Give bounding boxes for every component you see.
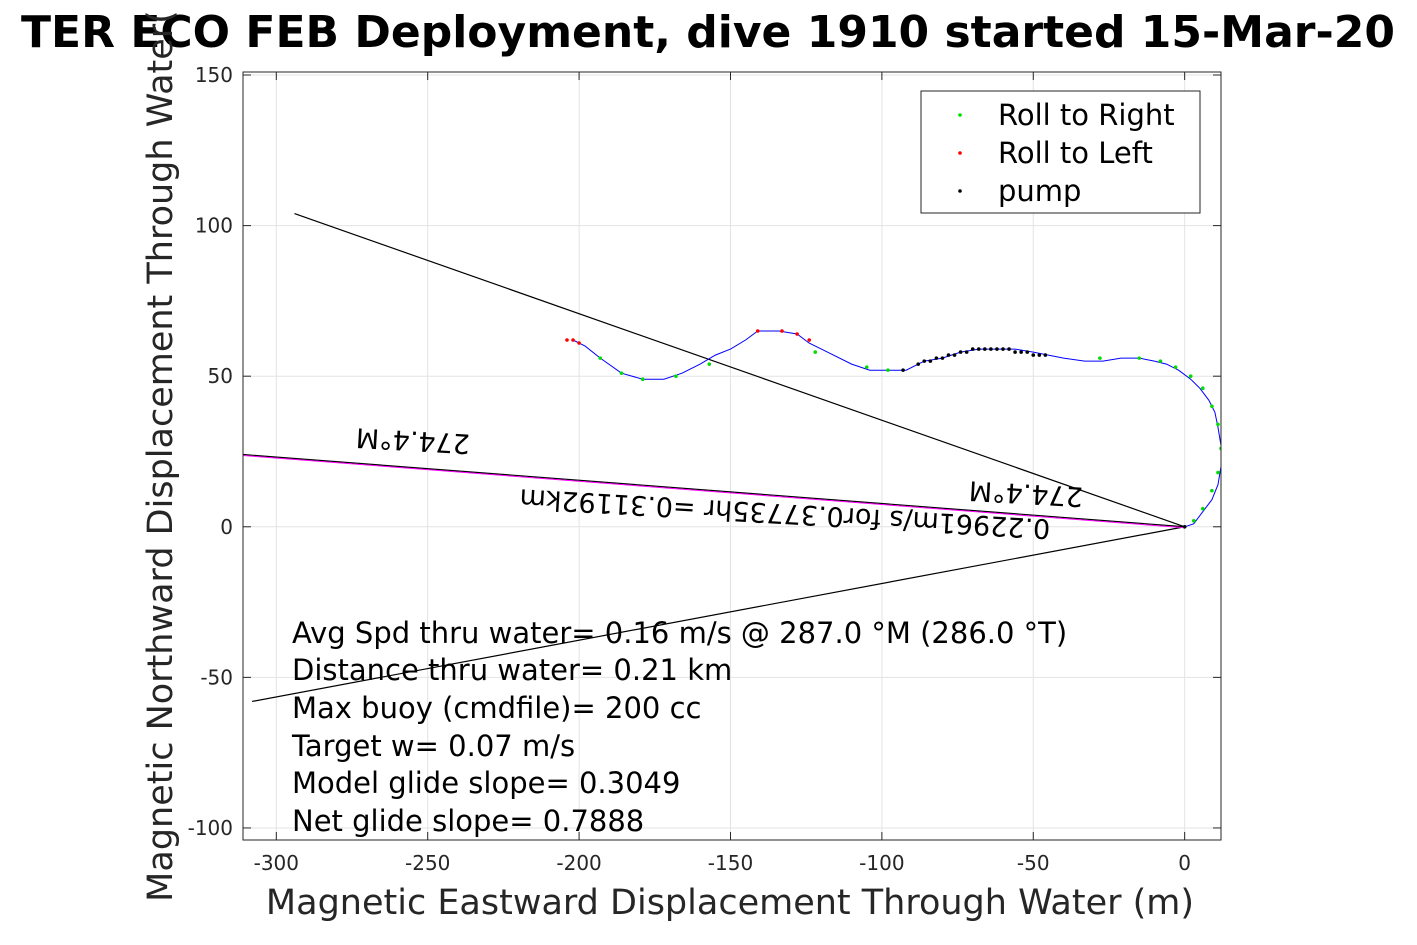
stats-line: Distance thru water= 0.21 km — [292, 653, 732, 687]
roll-to-right-point — [707, 362, 712, 366]
pump-point — [1037, 353, 1042, 357]
x-tick-label: -150 — [708, 851, 753, 875]
pump-point — [940, 356, 945, 360]
y-tick-label: -100 — [188, 816, 233, 840]
roll-to-right-point — [1216, 470, 1220, 475]
pump-point — [1182, 524, 1187, 529]
axes-frame — [242, 71, 1222, 841]
x-tick-label: -100 — [859, 851, 904, 875]
reference-line — [251, 526, 1185, 703]
heading-line — [243, 454, 1185, 529]
legend-marker-pump — [958, 189, 962, 193]
reference-lines — [243, 212, 1185, 703]
roll-to-left-point — [565, 338, 569, 342]
y-tick-label: 0 — [220, 515, 233, 539]
roll-to-left-point — [807, 338, 812, 342]
dive-track — [572, 330, 1221, 528]
pump-point — [952, 353, 957, 357]
pump-point — [1031, 353, 1036, 357]
roll-to-right-point — [598, 356, 603, 360]
pump-point — [922, 359, 927, 363]
roll-to-right-point — [619, 371, 624, 375]
track-line — [572, 330, 1221, 528]
reference-line — [294, 212, 1185, 528]
pump-point — [958, 350, 963, 354]
x-axis-label: Magnetic Eastward Displacement Through W… — [266, 883, 1194, 923]
roll-to-left-point — [571, 338, 575, 342]
roll-to-left-point — [577, 341, 581, 345]
y-axis-label: Magnetic Northward Displacement Through … — [141, 10, 181, 902]
roll-to-right-point — [1210, 488, 1214, 493]
roll-to-right-point — [1201, 386, 1205, 391]
axis-ticks: -300 -250 -200 -150 -100 -50 0 -100 -50 0 50 100 150 — [188, 63, 1221, 875]
pump-point — [989, 347, 993, 351]
reference-line — [243, 453, 1185, 528]
roll-to-right-point — [864, 365, 869, 369]
roll-to-left-point — [795, 332, 799, 336]
pump-point — [934, 356, 939, 360]
roll-to-right-point — [886, 368, 890, 372]
roll-to-right-point — [1201, 506, 1205, 511]
legend: Roll to Right Roll to Left pump — [920, 90, 1201, 214]
pump-point — [1025, 350, 1030, 354]
pump-point — [901, 368, 905, 372]
pump-point — [1013, 350, 1017, 354]
y-tick-label: 150 — [195, 63, 233, 87]
stats-line: Net glide slope= 0.7888 — [292, 804, 644, 838]
pump-point — [1019, 350, 1023, 354]
roll-to-right-point — [1191, 518, 1196, 523]
pump-point — [1007, 347, 1011, 351]
legend-marker-roll-left — [958, 151, 962, 155]
pump-point — [995, 347, 999, 351]
roll-to-right-point — [1137, 356, 1142, 360]
pump-point — [946, 353, 951, 357]
chart-title: TER ECO FEB Deployment, dive 1910 starte… — [21, 7, 1395, 58]
pump-point — [916, 362, 921, 366]
x-tick-label: -50 — [1017, 851, 1050, 875]
stats-block: Avg Spd thru water= 0.16 m/s @ 287.0 °M … — [291, 616, 1067, 838]
roll-to-right-point — [1210, 404, 1214, 409]
heading-label-1: 274.4°M — [355, 421, 471, 459]
legend-label-roll-right: Roll to Right — [998, 98, 1175, 132]
y-tick-label: -50 — [200, 665, 233, 689]
data-points — [565, 329, 1221, 529]
legend-box — [920, 90, 1201, 214]
x-tick-label: -200 — [556, 851, 601, 875]
roll-to-right-point — [674, 374, 678, 378]
roll-to-left-point — [755, 329, 760, 333]
pump-point — [970, 347, 975, 351]
roll-to-right-point — [1098, 356, 1102, 360]
heading-label-2: 274.4°M — [968, 474, 1084, 512]
roll-to-right-point — [1173, 365, 1178, 369]
pump-point — [976, 347, 981, 351]
pump-point — [964, 350, 969, 354]
x-tick-label: -250 — [405, 851, 450, 875]
pump-point — [983, 347, 987, 351]
roll-to-right-point — [1188, 374, 1193, 378]
stats-line: Model glide slope= 0.3049 — [292, 766, 680, 800]
y-tick-label: 50 — [208, 364, 233, 388]
legend-label-pump: pump — [998, 174, 1081, 208]
roll-to-right-point — [640, 377, 645, 382]
pump-point — [928, 359, 933, 363]
legend-label-roll-left: Roll to Left — [998, 136, 1153, 170]
stats-line: Max buoy (cmdfile)= 200 cc — [292, 691, 701, 725]
x-tick-label: -300 — [254, 851, 299, 875]
pump-point — [1043, 353, 1048, 357]
y-tick-label: 100 — [195, 214, 233, 238]
roll-to-right-point — [813, 350, 818, 354]
x-tick-label: 0 — [1178, 851, 1191, 875]
stats-line: Avg Spd thru water= 0.16 m/s @ 287.0 °M … — [292, 616, 1067, 650]
roll-to-left-point — [780, 329, 784, 333]
pump-point — [1001, 347, 1005, 351]
roll-to-right-point — [1158, 359, 1163, 363]
roll-to-right-point — [1216, 422, 1220, 427]
stats-line: Target w= 0.07 m/s — [291, 729, 575, 763]
legend-marker-roll-right — [958, 113, 962, 117]
